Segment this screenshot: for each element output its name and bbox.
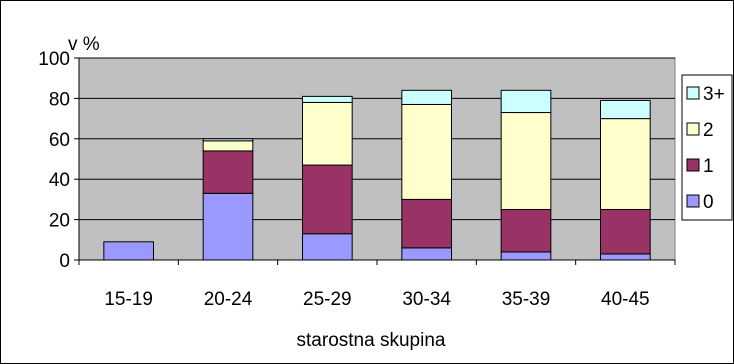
- bar-35-39-series-0: [500, 251, 552, 261]
- bars: [103, 89, 651, 261]
- bar-35-39-series-1: [500, 209, 552, 253]
- x-tick-label-20-24: 20-24: [204, 289, 253, 310]
- bar-20-24-series-0: [202, 192, 254, 261]
- legend-swatch-1: [686, 158, 700, 172]
- plot-area: [78, 57, 676, 261]
- y-tick-labels: 0 20 40 60 80 100: [38, 49, 70, 272]
- bar-30-34-series-2: [401, 103, 453, 200]
- bar-40-45-series-2: [600, 118, 651, 210]
- x-tick-label-40-45: 40-45: [601, 289, 650, 310]
- legend-swatch-0: [686, 194, 700, 208]
- legend-label-3+: 3+: [703, 84, 725, 105]
- legend-swatch-2: [686, 122, 700, 136]
- legend-label-1: 1: [703, 156, 714, 177]
- axes: [74, 57, 676, 265]
- gridlines: [79, 57, 675, 221]
- legend: 3+ 2 1 0: [681, 74, 733, 221]
- legend-label-2: 2: [703, 120, 714, 141]
- bar-15-19-series-0: [103, 241, 155, 261]
- legend-swatch-3+: [686, 86, 700, 100]
- bar-35-39-series-2: [500, 112, 552, 210]
- y-tick-label-40: 40: [49, 170, 70, 191]
- plot-background: [78, 57, 676, 261]
- bar-40-45-series-3+: [600, 99, 651, 120]
- x-tick-label-35-39: 35-39: [502, 289, 551, 310]
- bar-25-29-series-2: [302, 101, 353, 166]
- x-tick-label-25-29: 25-29: [303, 289, 352, 310]
- x-axis-title: starostna skupina: [297, 330, 446, 351]
- y-tick-label-100: 100: [38, 49, 70, 70]
- bar-20-24-series-3+: [202, 138, 254, 142]
- bar-25-29-series-3+: [302, 95, 353, 103]
- y-axis-title: v %: [68, 34, 100, 55]
- bar-20-24-series-2: [202, 140, 254, 152]
- bar-25-29-series-0: [302, 233, 353, 261]
- y-tick-label-80: 80: [49, 89, 70, 110]
- bar-40-45-series-1: [600, 209, 651, 255]
- bar-30-34-series-0: [401, 247, 453, 261]
- bar-40-45-series-0: [600, 253, 651, 261]
- bar-25-29-series-1: [302, 164, 353, 235]
- x-tick-label-15-19: 15-19: [104, 289, 153, 310]
- x-tick-label-30-34: 30-34: [402, 289, 451, 310]
- x-tick-labels: 15-19 20-24 25-29 30-34 35-39 40-45: [104, 289, 649, 310]
- legend-label-0: 0: [703, 192, 714, 213]
- y-tick-label-60: 60: [49, 130, 70, 151]
- y-tick-label-0: 0: [59, 251, 70, 272]
- bar-35-39-series-3+: [500, 89, 552, 114]
- bar-20-24-series-1: [202, 150, 254, 194]
- y-tick-label-20: 20: [49, 211, 70, 232]
- bar-30-34-series-1: [401, 198, 453, 249]
- bar-30-34-series-3+: [401, 89, 453, 105]
